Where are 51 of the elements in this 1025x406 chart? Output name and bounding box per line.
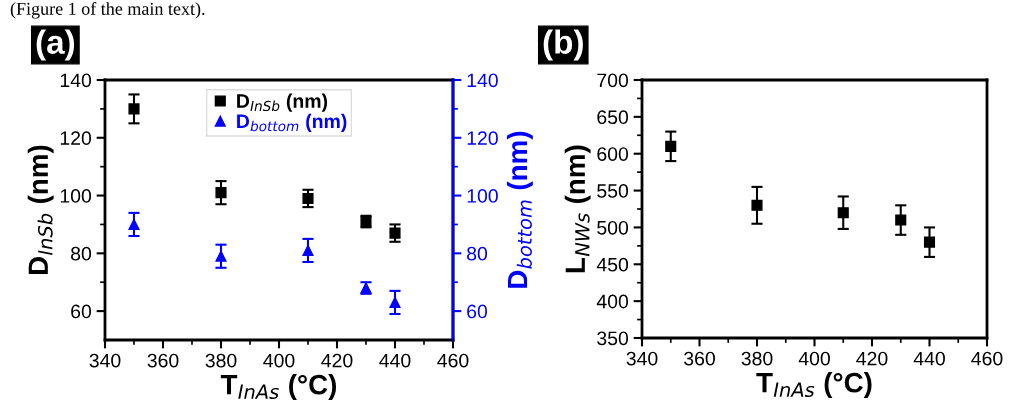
x-tick-label: 380 (741, 351, 773, 366)
y-tick-label: 450 (596, 257, 629, 272)
y-tick-label: 600 (597, 147, 629, 161)
y-axis-title: L$_{NWs}$ (nm) (564, 145, 591, 273)
x-tick-label: 460 (437, 353, 469, 368)
x-axis-title: T$_{InAs}$ (°C) (220, 374, 337, 400)
y-tick-label: 500 (597, 220, 629, 235)
x-tick-label: 440 (379, 353, 411, 368)
point (895, 214, 907, 226)
y2-tick-label: 60 (467, 304, 488, 319)
x-tick-label: 420 (856, 351, 888, 366)
x-tick-label: 340 (89, 353, 121, 368)
y-tick-label: 80 (71, 246, 92, 261)
x-tick-label: 420 (321, 353, 353, 368)
x-tick-label: 360 (684, 351, 715, 366)
text: (Figure 1 of the main text). (10, 2, 205, 19)
x-tick-label: 400 (263, 353, 295, 368)
y2-tick-label: 140 (467, 73, 498, 88)
x-tick-label: 360 (147, 353, 179, 368)
y2-tick-label: 120 (467, 131, 498, 146)
y-tick-label: 400 (596, 294, 629, 309)
legend-label: D$_{InSb}$ (nm) (237, 93, 328, 112)
x-tick-label: 440 (913, 351, 945, 366)
y-axis-title: D$_{InSb}$ (nm) (27, 145, 54, 275)
y2-tick-label: 100 (467, 189, 498, 203)
y-tick-label: 700 (597, 73, 629, 88)
point (302, 192, 314, 205)
x-tick-label: 460 (971, 351, 1003, 366)
point (128, 103, 140, 115)
y-tick-label: 650 (597, 110, 629, 125)
text: (a) (36, 29, 75, 61)
y-tick-label: 60 (71, 304, 92, 319)
y-tick-label: 140 (60, 73, 92, 88)
x-tick-label: 340 (626, 351, 658, 366)
y2-axis-title: D$_{bottom}$ (nm) (506, 131, 533, 288)
x-tick-label: 400 (798, 351, 830, 366)
point (923, 236, 936, 248)
point (389, 227, 401, 239)
text: (b) (543, 29, 583, 61)
y-tick-label: 100 (60, 189, 92, 203)
x-axis-title: T$_{InAs}$ (°C) (756, 372, 872, 398)
y-tick-label: 350 (597, 331, 629, 346)
y-tick-label: 550 (597, 184, 629, 198)
point (665, 140, 677, 152)
y2-tick-label: 80 (467, 246, 488, 261)
point (837, 207, 849, 219)
point (215, 187, 227, 199)
y-tick-label: 120 (60, 131, 92, 146)
point (751, 199, 763, 211)
legend-label: D$_{bottom}$ (nm) (237, 113, 347, 132)
x-tick-label: 380 (205, 353, 237, 368)
